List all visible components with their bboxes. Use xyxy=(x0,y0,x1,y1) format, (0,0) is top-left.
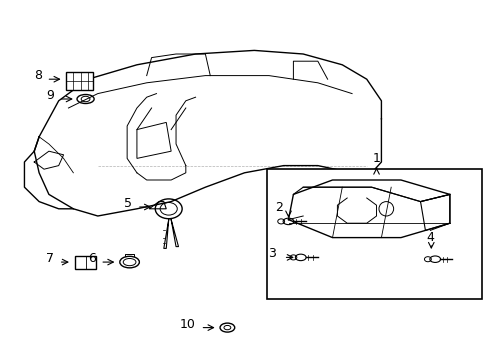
Bar xyxy=(266,169,481,299)
Bar xyxy=(75,256,96,269)
Text: 4: 4 xyxy=(426,231,433,244)
Text: 2: 2 xyxy=(274,201,282,213)
Bar xyxy=(66,72,93,90)
Text: 6: 6 xyxy=(88,252,96,265)
Text: 1: 1 xyxy=(372,152,380,165)
Text: 7: 7 xyxy=(46,252,54,265)
Text: 8: 8 xyxy=(35,69,42,82)
Text: 5: 5 xyxy=(124,197,132,210)
Text: 3: 3 xyxy=(268,247,276,260)
Text: 10: 10 xyxy=(180,318,195,330)
Text: 9: 9 xyxy=(46,89,54,102)
